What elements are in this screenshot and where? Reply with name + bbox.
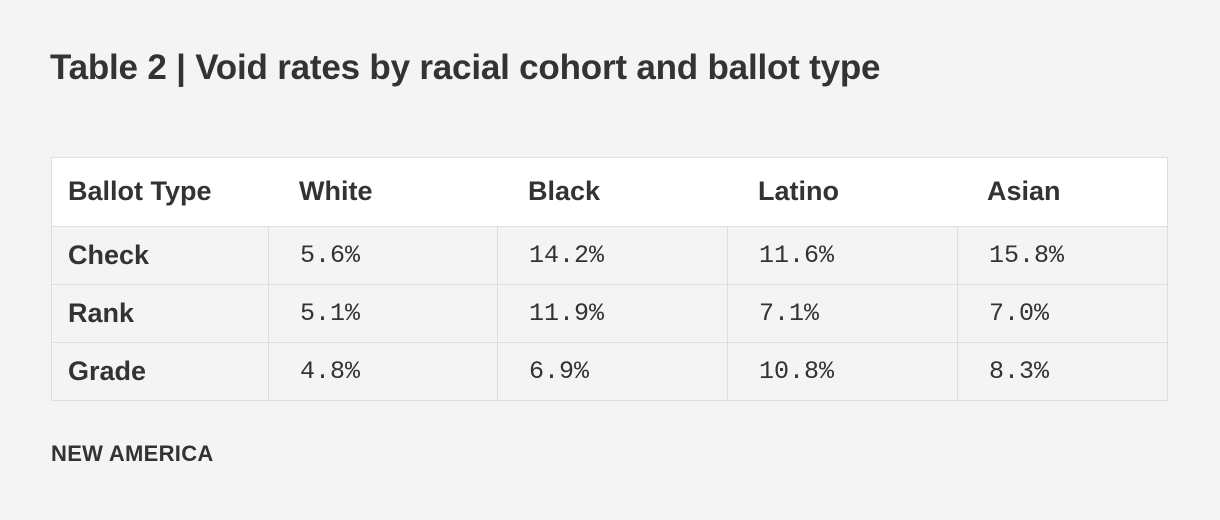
table-row-rank: Rank 5.1% 11.9% 7.1% 7.0%: [52, 285, 1167, 343]
cell-check-latino: 11.6%: [728, 227, 958, 284]
table-row-grade: Grade 4.8% 6.9% 10.8% 8.3%: [52, 343, 1167, 400]
cell-grade-black: 6.9%: [498, 343, 728, 400]
cell-grade-asian: 8.3%: [989, 357, 1050, 386]
source-credit: NEW AMERICA: [51, 441, 214, 466]
void-rates-table: Ballot Type White Black Latino Asian Che…: [51, 157, 1168, 401]
cell-rank-black: 11.9%: [498, 285, 728, 342]
cell-check-black: 14.2%: [498, 227, 728, 284]
column-header-white: White: [299, 175, 373, 206]
cell-check-white: 5.6%: [269, 227, 498, 284]
cell-rank-white: 5.1%: [269, 285, 498, 342]
cell-grade-white: 4.8%: [269, 343, 498, 400]
cell-rank-latino: 7.1%: [728, 285, 958, 342]
table-header-row: Ballot Type White Black Latino Asian: [52, 158, 1167, 227]
column-header-ballot-type: Ballot Type: [68, 175, 212, 206]
cell-grade-latino: 10.8%: [728, 343, 958, 400]
column-header-asian: Asian: [987, 175, 1061, 206]
column-header-latino: Latino: [758, 175, 839, 206]
row-label-check: Check: [52, 227, 269, 284]
table-row-check: Check 5.6% 14.2% 11.6% 15.8%: [52, 227, 1167, 285]
cell-rank-asian: 7.0%: [989, 299, 1050, 328]
row-label-grade: Grade: [52, 343, 269, 400]
row-label-rank: Rank: [52, 285, 269, 342]
column-header-black: Black: [528, 175, 601, 206]
cell-check-asian: 15.8%: [989, 241, 1065, 270]
table-title: Table 2 | Void rates by racial cohort an…: [50, 48, 881, 87]
